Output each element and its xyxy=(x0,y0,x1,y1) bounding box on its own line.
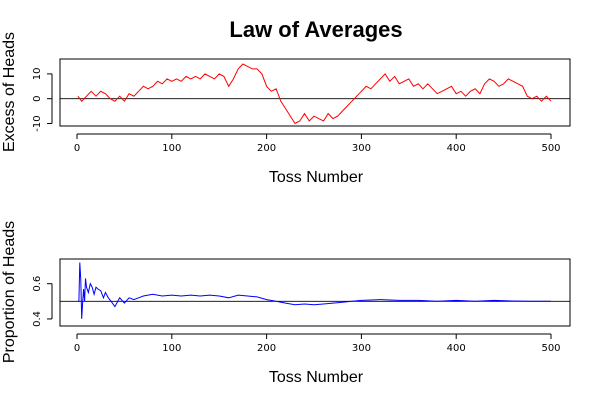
x-tick-label: 100 xyxy=(162,343,181,354)
x-tick-label: 300 xyxy=(352,143,371,154)
y-axis-title: Proportion of Heads xyxy=(1,221,18,363)
series-line xyxy=(77,262,551,319)
x-axis-title: Toss Number xyxy=(269,169,364,186)
y-tick-label: 0 xyxy=(32,96,43,102)
series-line xyxy=(77,63,552,125)
x-tick-label: 200 xyxy=(257,343,276,354)
plot-frame xyxy=(59,258,571,327)
x-tick-label: 0 xyxy=(74,343,80,354)
excess-of-heads-panel: 0 100 200 300 400 500 -10 0 10 Toss Number Exces… xyxy=(1,32,571,186)
x-tick-label: 300 xyxy=(352,343,371,354)
plot-marks: 0 100 200 300 400 500 0.4 0.6 xyxy=(32,262,570,354)
proportion-of-heads-panel: 0 100 200 300 400 500 0.4 0.6 Toss Number Propo… xyxy=(1,221,571,386)
x-tick-label: 200 xyxy=(257,143,276,154)
y-tick-label: 0.4 xyxy=(32,311,43,327)
plot-frame xyxy=(59,58,571,127)
x-tick-label: 100 xyxy=(162,143,181,154)
y-tick-label: 10 xyxy=(32,68,43,81)
y-tick-label: 0.6 xyxy=(32,276,43,292)
x-tick-label: 400 xyxy=(447,343,466,354)
chart-title: Law of Averages xyxy=(229,17,402,42)
x-tick-label: 0 xyxy=(74,143,80,154)
plot-marks: 0 100 200 300 400 500 -10 0 10 xyxy=(32,63,570,154)
x-tick-label: 500 xyxy=(541,343,560,354)
x-tick-label: 400 xyxy=(447,143,466,154)
y-tick-label: -10 xyxy=(32,115,43,131)
y-axis-title: Excess of Heads xyxy=(1,32,18,152)
x-axis-title: Toss Number xyxy=(269,369,364,386)
x-tick-label: 500 xyxy=(541,143,560,154)
